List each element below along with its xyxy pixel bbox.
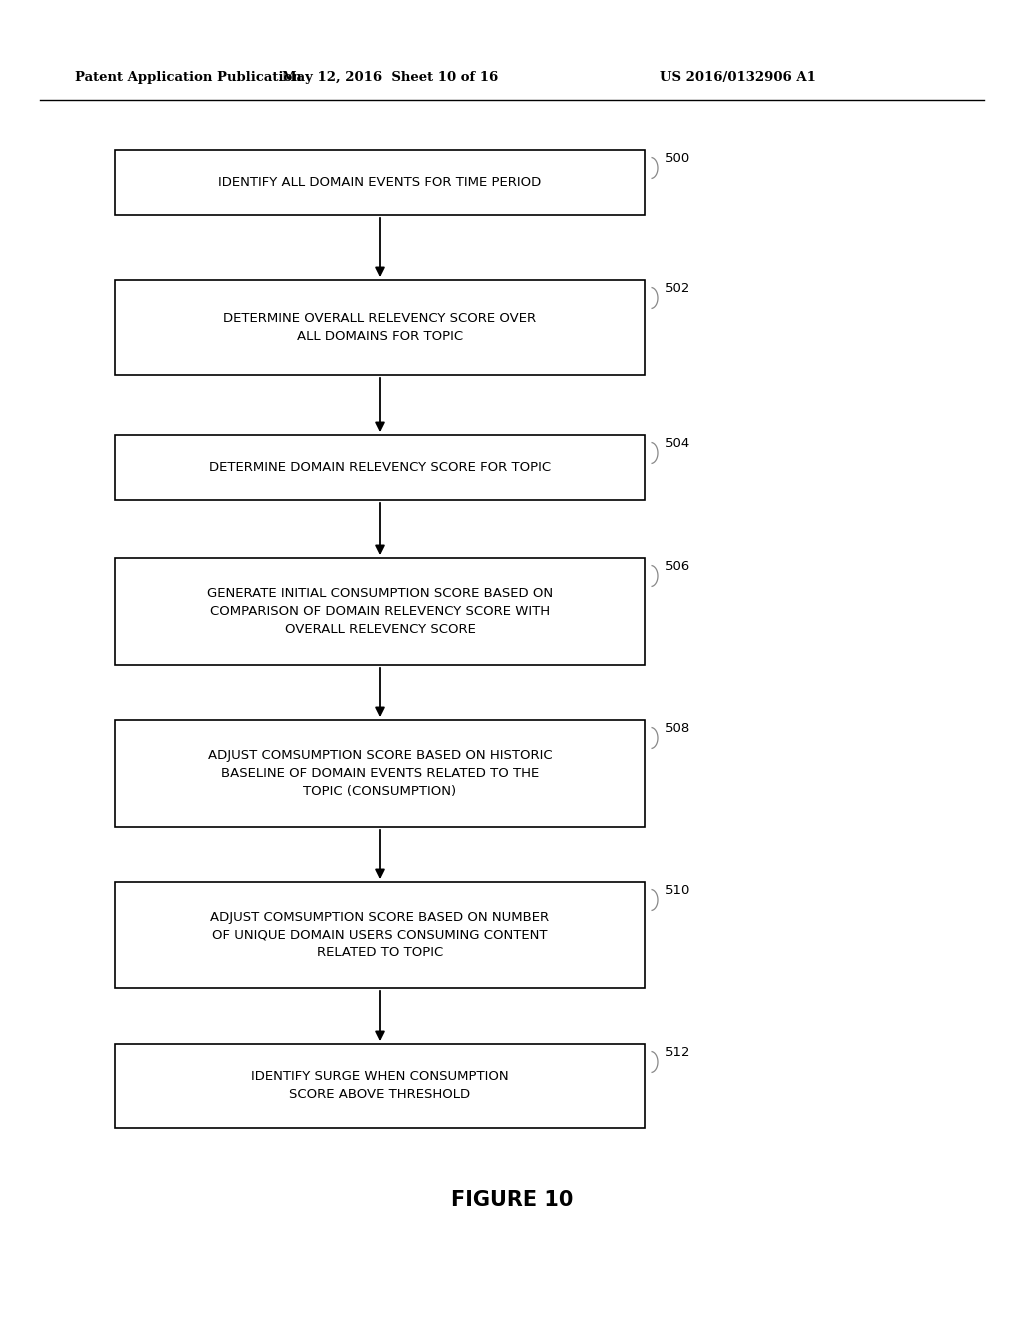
Text: 506: 506: [665, 560, 690, 573]
Text: DETERMINE DOMAIN RELEVENCY SCORE FOR TOPIC: DETERMINE DOMAIN RELEVENCY SCORE FOR TOP…: [209, 461, 551, 474]
Bar: [115, 150, 645, 215]
Text: ADJUST COMSUMPTION SCORE BASED ON HISTORIC
BASELINE OF DOMAIN EVENTS RELATED TO : ADJUST COMSUMPTION SCORE BASED ON HISTOR…: [208, 748, 552, 799]
Text: FIGURE 10: FIGURE 10: [451, 1191, 573, 1210]
Bar: [115, 1044, 645, 1129]
Text: 508: 508: [665, 722, 690, 735]
Text: DETERMINE OVERALL RELEVENCY SCORE OVER
ALL DOMAINS FOR TOPIC: DETERMINE OVERALL RELEVENCY SCORE OVER A…: [223, 312, 537, 343]
Bar: [115, 558, 645, 665]
Bar: [115, 280, 645, 375]
Text: 512: 512: [665, 1045, 690, 1059]
Text: GENERATE INITIAL CONSUMPTION SCORE BASED ON
COMPARISON OF DOMAIN RELEVENCY SCORE: GENERATE INITIAL CONSUMPTION SCORE BASED…: [207, 587, 553, 636]
Text: US 2016/0132906 A1: US 2016/0132906 A1: [660, 71, 816, 84]
Text: Patent Application Publication: Patent Application Publication: [75, 71, 302, 84]
Text: May 12, 2016  Sheet 10 of 16: May 12, 2016 Sheet 10 of 16: [282, 71, 498, 84]
Text: 502: 502: [665, 282, 690, 294]
Text: IDENTIFY ALL DOMAIN EVENTS FOR TIME PERIOD: IDENTIFY ALL DOMAIN EVENTS FOR TIME PERI…: [218, 176, 542, 189]
Text: IDENTIFY SURGE WHEN CONSUMPTION
SCORE ABOVE THRESHOLD: IDENTIFY SURGE WHEN CONSUMPTION SCORE AB…: [251, 1071, 509, 1101]
Bar: [115, 882, 645, 987]
Text: 504: 504: [665, 437, 690, 450]
Text: ADJUST COMSUMPTION SCORE BASED ON NUMBER
OF UNIQUE DOMAIN USERS CONSUMING CONTEN: ADJUST COMSUMPTION SCORE BASED ON NUMBER…: [211, 911, 550, 960]
Bar: [115, 436, 645, 500]
Text: 510: 510: [665, 884, 690, 898]
Text: 500: 500: [665, 152, 690, 165]
Bar: [115, 719, 645, 828]
